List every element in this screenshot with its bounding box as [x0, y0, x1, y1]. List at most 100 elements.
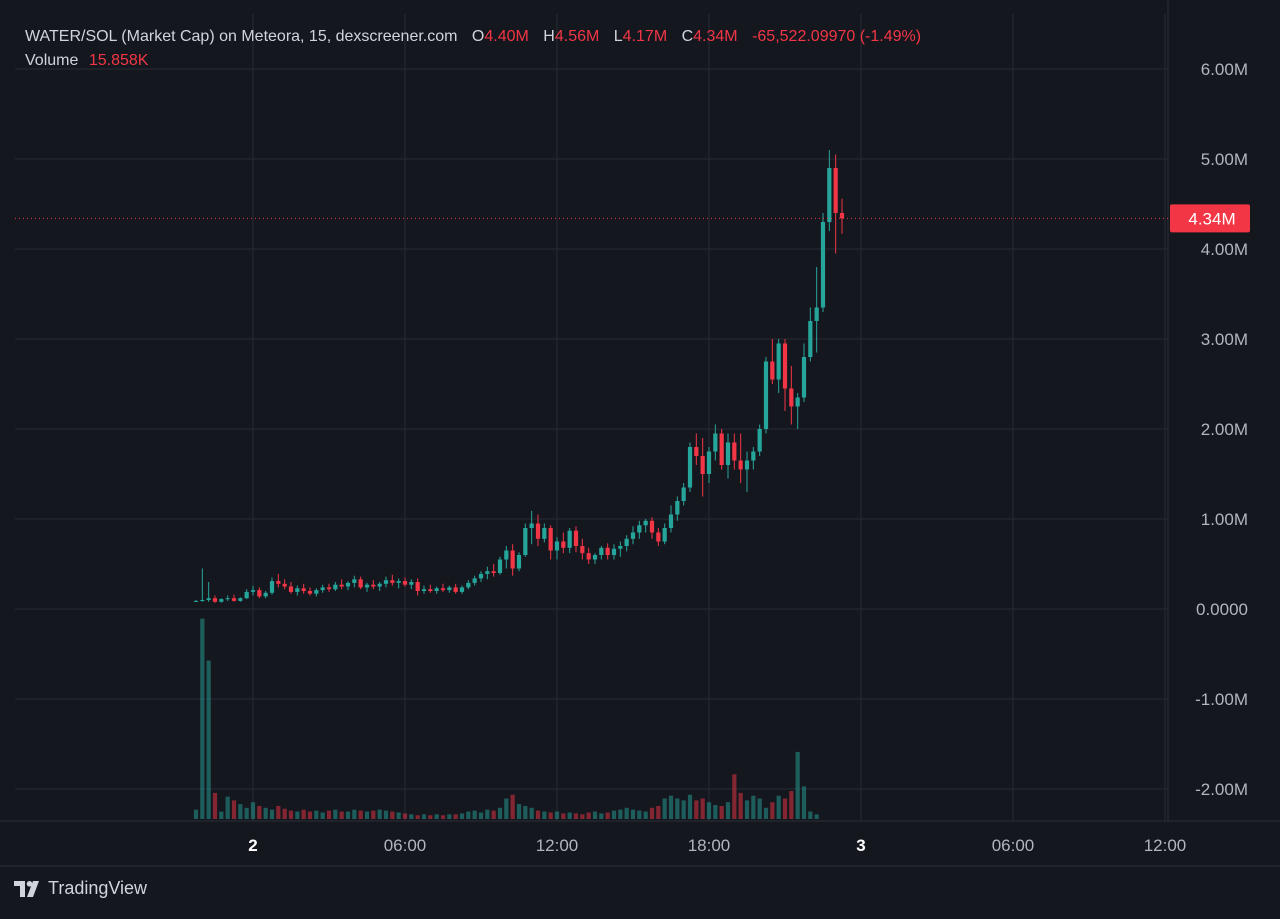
volume-bar — [459, 813, 465, 819]
volume-bar — [383, 810, 389, 819]
volume-bar — [706, 802, 712, 819]
volume-bar — [656, 805, 661, 819]
volume-bar — [250, 802, 256, 819]
y-tick-label: 1.00M — [1201, 510, 1248, 529]
volume-bar — [409, 814, 414, 819]
volume-bar — [333, 809, 338, 819]
brand-name: TradingView — [48, 878, 148, 898]
candle-body — [770, 361, 775, 380]
volume-bar — [428, 815, 433, 819]
volume-bar — [630, 809, 636, 819]
candle-body — [333, 584, 338, 590]
volume-bar — [510, 794, 515, 819]
volume-bar — [263, 807, 268, 819]
volume-bar — [301, 809, 306, 819]
candle-body — [782, 343, 788, 389]
candle-body — [320, 587, 325, 591]
volume-bar — [561, 813, 566, 819]
candle-body — [295, 588, 300, 592]
candle-body — [675, 501, 680, 515]
candle-body — [548, 528, 553, 551]
volume-bar — [808, 811, 813, 819]
candle-body — [345, 582, 351, 587]
volume-bar — [535, 810, 541, 819]
candle-body — [206, 598, 211, 600]
candle-body — [263, 592, 268, 597]
volume-bar — [440, 815, 446, 819]
candle-body — [497, 559, 503, 573]
current-price-tag — [1170, 204, 1250, 233]
candle-body — [814, 307, 819, 321]
volume-bar — [548, 812, 553, 819]
candle-body — [757, 429, 762, 452]
volume-label: Volume — [25, 52, 79, 69]
candle-body — [352, 579, 357, 583]
close-value: 4.34M — [693, 28, 738, 45]
ohlc-row: WATER/SOL (Market Cap) on Meteora, 15, d… — [25, 25, 921, 49]
volume-bar — [478, 812, 484, 819]
candle-body — [649, 520, 655, 533]
volume-bar — [485, 809, 490, 819]
candle-body — [599, 547, 604, 555]
candle-body — [586, 553, 591, 560]
volume-bar — [193, 809, 199, 819]
candle-body — [529, 523, 534, 528]
volume-bar — [491, 810, 496, 819]
tradingview-logo-icon — [14, 880, 39, 897]
candle-body — [193, 600, 199, 602]
volume-bar — [789, 791, 794, 819]
volume-bar — [586, 812, 591, 819]
candle-body — [719, 433, 724, 465]
candle-body — [611, 548, 617, 555]
candle-body — [472, 578, 477, 583]
candle-body — [326, 587, 332, 590]
volume-bar — [269, 809, 275, 819]
tradingview-brand[interactable]: TradingView — [14, 878, 147, 899]
y-tick-label: -2.00M — [1195, 780, 1248, 799]
volume-bar — [782, 798, 788, 819]
candle-body — [662, 528, 667, 542]
candle-body — [624, 538, 629, 546]
candle-body — [808, 321, 813, 357]
y-tick-label: 4.00M — [1201, 240, 1248, 259]
candle-body — [276, 581, 281, 584]
volume-bar — [529, 807, 534, 819]
candle-body — [409, 582, 414, 585]
high-value: 4.56M — [554, 28, 600, 45]
candle-body — [820, 222, 826, 308]
candle-body — [668, 514, 674, 528]
candle-body — [428, 589, 433, 591]
volume-bar — [434, 814, 439, 819]
candle-body — [212, 598, 218, 602]
volume-bar — [738, 792, 743, 819]
volume-bar — [402, 813, 408, 819]
symbol-title: WATER/SOL (Market Cap) on Meteora, 15, d… — [25, 28, 458, 45]
candle-body — [833, 168, 838, 213]
candle-body — [681, 487, 686, 501]
candle-body — [485, 571, 490, 574]
volume-bar — [757, 798, 762, 819]
candle-body — [706, 451, 712, 474]
candle-body — [459, 587, 465, 592]
volume-bar — [700, 798, 705, 819]
volume-value: 15.858K — [88, 52, 149, 69]
close-label: C — [681, 28, 694, 45]
volume-bar — [453, 814, 458, 819]
current-price-label: 4.34M — [1188, 209, 1235, 228]
candle-body — [744, 460, 750, 470]
candle-body — [200, 600, 205, 601]
volume-bar — [624, 807, 629, 819]
volume-bar — [725, 802, 731, 819]
candle-body — [282, 583, 287, 587]
volume-bar — [611, 810, 617, 819]
candle-body — [219, 599, 224, 602]
candle-body — [238, 598, 243, 601]
candle-body — [440, 588, 446, 591]
axes: 6.00M 5.00M 4.00M 3.00M 2.00M 1.00M 0.0000 -1.0… — [0, 0, 1280, 867]
candle-body — [339, 584, 344, 587]
candle-body — [827, 168, 832, 222]
candle-body — [447, 587, 452, 591]
